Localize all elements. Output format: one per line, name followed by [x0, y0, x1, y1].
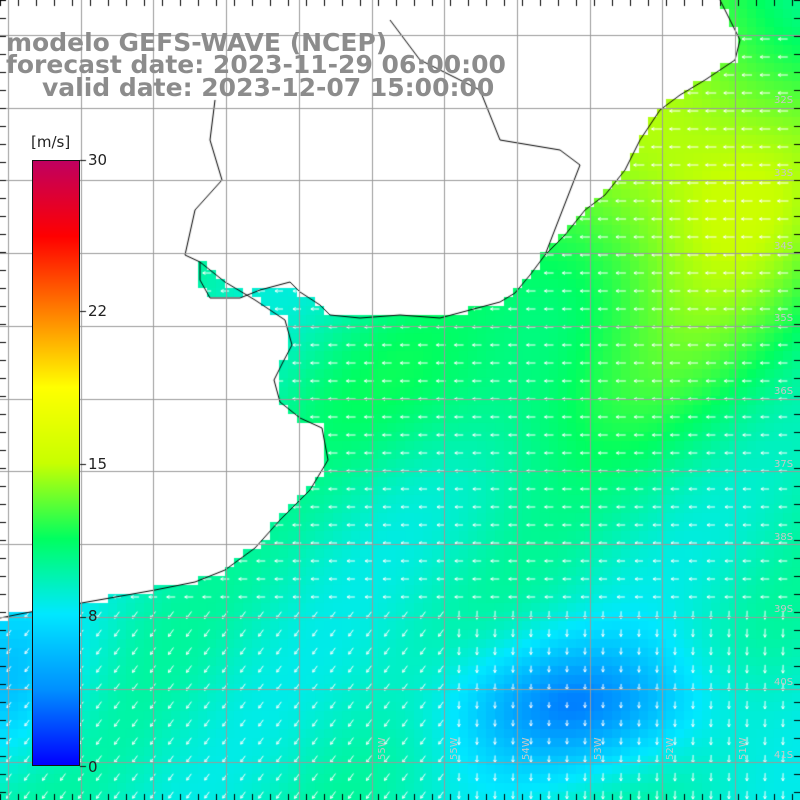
- lat-label-40s: 40S: [774, 677, 794, 688]
- forecast-date: forecast date: 2023-11-29 06:00:00: [6, 50, 506, 79]
- lat-label-34s: 34S: [774, 241, 794, 252]
- colorbar-tick-0: 0: [88, 758, 98, 776]
- colorbar-unit-label: [m/s]: [31, 133, 71, 151]
- colorbar: [32, 160, 80, 766]
- lon-label-55w-a: 55W: [377, 737, 388, 760]
- lat-label-32s: 32S: [774, 95, 794, 106]
- colorbar-tick-15: 15: [88, 455, 108, 473]
- lat-label-41s: 41S: [774, 750, 794, 761]
- lat-label-37s: 37S: [774, 459, 794, 470]
- lat-label-39s: 39S: [774, 604, 794, 615]
- colorbar-tick-8: 8: [88, 607, 98, 625]
- lon-label-55w-b: 55W: [449, 737, 460, 760]
- lat-label-38s: 38S: [774, 532, 794, 543]
- lat-label-33s: 33S: [774, 168, 794, 179]
- lon-label-53w: 53W: [593, 737, 604, 760]
- colorbar-tick-30: 30: [88, 151, 108, 169]
- lat-label-35s: 35S: [774, 313, 794, 324]
- colorbar-tick-22: 22: [88, 302, 108, 320]
- lon-label-51w: 51W: [738, 737, 749, 760]
- model-title: modelo GEFS-WAVE (NCEP): [6, 28, 388, 57]
- lon-label-52w: 52W: [665, 737, 676, 760]
- lat-label-36s: 36S: [774, 386, 794, 397]
- valid-date: valid date: 2023-12-07 15:00:00: [42, 73, 495, 102]
- lon-label-54w: 54W: [521, 737, 532, 760]
